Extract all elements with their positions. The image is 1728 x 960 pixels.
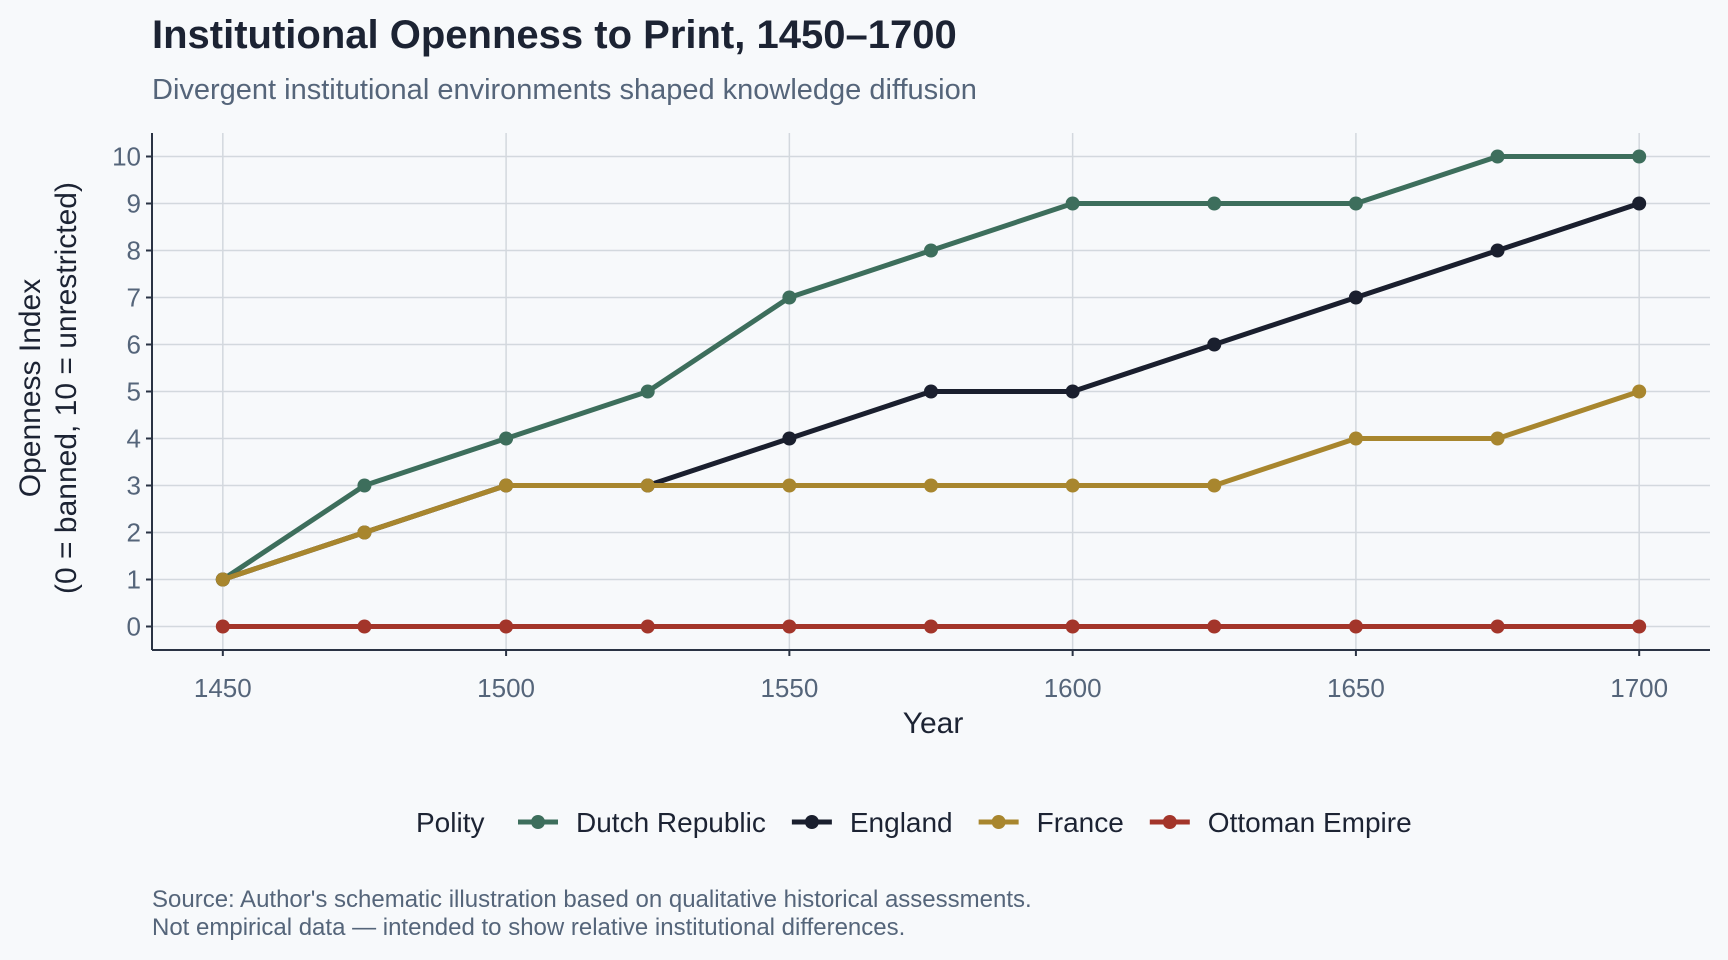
- caption-line2: Not empirical data — intended to show re…: [152, 914, 905, 941]
- data-point-ottoman-empire: [782, 619, 797, 634]
- data-point-england: [782, 431, 797, 446]
- data-point-ottoman-empire: [215, 619, 230, 634]
- legend-marker-france: [991, 815, 1006, 829]
- data-point-england: [1065, 384, 1080, 399]
- x-axis-label: Year: [903, 707, 964, 740]
- data-point-england: [1348, 290, 1363, 305]
- legend-label-france: France: [1037, 807, 1124, 838]
- y-tick-label: 6: [127, 330, 141, 360]
- data-point-france: [782, 478, 797, 493]
- legend-marker-ottoman-empire: [1162, 815, 1177, 829]
- data-point-dutch-republic: [499, 431, 514, 446]
- chart-title: Institutional Openness to Print, 1450–17…: [152, 13, 957, 57]
- data-point-ottoman-empire: [1065, 619, 1080, 634]
- y-tick-label: 8: [127, 236, 141, 266]
- y-tick-label: 4: [127, 424, 141, 454]
- y-tick-label: 9: [127, 189, 141, 219]
- y-tick-labels: 0 1 2 3 4 5 6 7 8 9 10: [112, 142, 152, 642]
- y-tick-label: 2: [127, 518, 141, 548]
- data-point-france: [357, 525, 372, 540]
- x-tick-labels: 1450 1500 1550 1600 1650 1700: [194, 650, 1668, 703]
- data-point-dutch-republic: [1207, 196, 1222, 211]
- y-tick-label: 10: [112, 142, 141, 172]
- y-axis-label: Openness Index (0 = banned, 10 = unrestr…: [14, 182, 83, 594]
- data-point-england: [1207, 337, 1222, 352]
- data-point-dutch-republic: [1348, 196, 1363, 211]
- y-tick-label: 5: [127, 377, 141, 407]
- data-point-ottoman-empire: [1348, 619, 1363, 634]
- data-point-ottoman-empire: [1490, 619, 1505, 634]
- data-point-france: [1632, 384, 1647, 399]
- data-point-france: [1490, 431, 1505, 446]
- grid-lines: [152, 133, 1710, 650]
- y-tick-label: 7: [127, 283, 141, 313]
- legend-label-ottoman-empire: Ottoman Empire: [1208, 807, 1412, 838]
- data-point-france: [924, 478, 938, 493]
- x-tick-label: 1500: [477, 673, 535, 703]
- data-point-dutch-republic: [1632, 149, 1647, 164]
- x-tick-label: 1450: [194, 673, 252, 703]
- data-point-france: [1065, 478, 1080, 493]
- y-tick-label: 1: [127, 565, 141, 595]
- x-tick-label: 1600: [1044, 673, 1102, 703]
- data-point-ottoman-empire: [357, 619, 372, 634]
- legend-label-england: England: [850, 807, 953, 838]
- y-tick-label: 3: [127, 471, 141, 501]
- y-tick-label: 0: [127, 612, 141, 642]
- data-point-dutch-republic: [1490, 149, 1505, 164]
- x-tick-label: 1700: [1610, 673, 1668, 703]
- chart-subtitle: Divergent institutional environments sha…: [152, 74, 977, 106]
- data-point-england: [1490, 243, 1505, 258]
- series-group: [215, 149, 1647, 634]
- data-point-france: [215, 572, 230, 587]
- data-point-ottoman-empire: [1632, 619, 1647, 634]
- data-point-ottoman-empire: [499, 619, 514, 634]
- x-tick-label: 1550: [760, 673, 818, 703]
- data-point-dutch-republic: [357, 478, 372, 493]
- legend-label-dutch-republic: Dutch Republic: [576, 807, 766, 838]
- legend-title: Polity: [416, 807, 484, 838]
- data-point-england: [924, 384, 938, 399]
- data-point-england: [1632, 196, 1647, 211]
- caption-line1: Source: Author's schematic illustration …: [152, 886, 1032, 913]
- y-axis-label-line1: Openness Index: [14, 279, 47, 497]
- data-point-france: [640, 478, 655, 493]
- data-point-ottoman-empire: [924, 619, 938, 634]
- legend-marker-england: [804, 815, 819, 829]
- data-point-france: [499, 478, 514, 493]
- data-point-ottoman-empire: [1207, 619, 1222, 634]
- data-point-france: [1207, 478, 1222, 493]
- data-point-dutch-republic: [640, 384, 655, 399]
- legend: Polity Dutch Republic England France Ottoma…: [416, 807, 1412, 838]
- data-point-france: [1348, 431, 1363, 446]
- data-point-ottoman-empire: [640, 619, 655, 634]
- y-axis-label-line2: (0 = banned, 10 = unrestricted): [50, 182, 83, 594]
- x-tick-label: 1650: [1327, 673, 1385, 703]
- data-point-dutch-republic: [782, 290, 797, 305]
- data-point-dutch-republic: [924, 243, 938, 258]
- data-point-dutch-republic: [1065, 196, 1080, 211]
- series-line-dutch-republic: [220, 154, 1642, 582]
- legend-marker-dutch-republic: [531, 815, 545, 829]
